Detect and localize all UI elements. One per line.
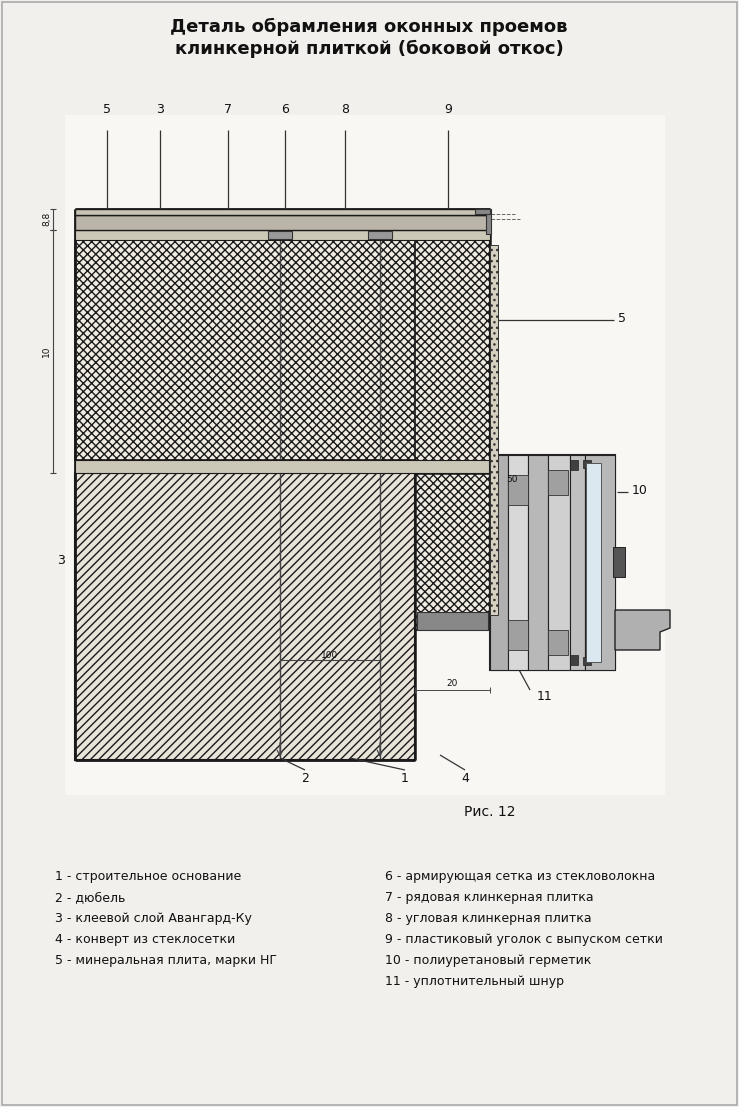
Bar — [75, 240, 490, 461]
Bar — [508, 475, 528, 505]
Text: 4 - конверт из стеклосетки: 4 - конверт из стеклосетки — [55, 933, 235, 946]
Bar — [508, 620, 528, 650]
Text: 10: 10 — [42, 345, 51, 356]
Bar — [570, 655, 578, 665]
Bar — [570, 461, 578, 470]
Polygon shape — [615, 610, 670, 650]
Text: 50: 50 — [506, 476, 517, 485]
Bar — [268, 231, 292, 239]
Bar — [548, 455, 570, 670]
Text: 6 - армирующая сетка из стекловолокна: 6 - армирующая сетка из стекловолокна — [385, 870, 655, 883]
Text: 3: 3 — [156, 103, 164, 116]
Bar — [368, 231, 392, 239]
Text: 8 - угловая клинкерная плитка: 8 - угловая клинкерная плитка — [385, 912, 592, 925]
Text: 11 - уплотнительный шнур: 11 - уплотнительный шнур — [385, 975, 564, 989]
Text: 9 - пластиковый уголок с выпуском сетки: 9 - пластиковый уголок с выпуском сетки — [385, 933, 663, 946]
Bar — [613, 547, 625, 577]
Text: клинкерной плиткой (боковой откос): клинкерной плиткой (боковой откос) — [174, 40, 563, 59]
Text: 100: 100 — [321, 651, 338, 660]
Text: Деталь обрамления оконных проемов: Деталь обрамления оконных проемов — [170, 18, 568, 37]
Text: 5 - минеральная плита, марки НГ: 5 - минеральная плита, марки НГ — [55, 954, 277, 968]
Text: 9: 9 — [444, 103, 452, 116]
Bar — [475, 209, 490, 214]
Text: 8: 8 — [341, 103, 349, 116]
Bar — [75, 215, 490, 221]
Bar — [65, 115, 665, 795]
Text: 3 - клеевой слой Авангард-Ку: 3 - клеевой слой Авангард-Ку — [55, 912, 252, 925]
Text: 2: 2 — [301, 772, 309, 785]
Text: 8,8: 8,8 — [42, 211, 51, 226]
Text: 3: 3 — [57, 554, 65, 567]
Bar — [75, 461, 490, 473]
Bar — [417, 612, 488, 630]
Bar — [490, 245, 498, 615]
Text: 2 - дюбель: 2 - дюбель — [55, 891, 126, 904]
Bar — [490, 455, 508, 670]
Bar — [585, 455, 615, 670]
Bar — [548, 630, 568, 655]
Bar — [548, 470, 568, 495]
Text: Рис. 12: Рис. 12 — [464, 805, 516, 819]
Text: 10: 10 — [632, 484, 648, 497]
Text: 5: 5 — [618, 311, 626, 324]
Bar — [486, 209, 491, 234]
Bar — [75, 215, 490, 230]
Text: 5: 5 — [103, 103, 111, 116]
Bar — [415, 240, 490, 630]
Bar — [570, 455, 585, 670]
Text: 1: 1 — [401, 772, 409, 785]
Bar — [583, 656, 591, 665]
Text: 7 - рядовая клинкерная плитка: 7 - рядовая клинкерная плитка — [385, 891, 593, 904]
Text: 4: 4 — [461, 772, 469, 785]
Bar — [75, 209, 490, 215]
Text: 6: 6 — [281, 103, 289, 116]
Bar — [528, 455, 548, 670]
Text: 11: 11 — [537, 690, 553, 703]
Bar — [508, 455, 528, 670]
Text: 20: 20 — [446, 679, 457, 687]
Bar — [586, 463, 601, 662]
Bar — [583, 461, 591, 468]
Bar — [490, 455, 615, 670]
Text: 1 - строительное основание: 1 - строительное основание — [55, 870, 241, 883]
Text: 7: 7 — [224, 103, 232, 116]
Bar — [75, 473, 415, 761]
Bar — [75, 230, 490, 240]
Text: 10 - полиуретановый герметик: 10 - полиуретановый герметик — [385, 954, 591, 968]
